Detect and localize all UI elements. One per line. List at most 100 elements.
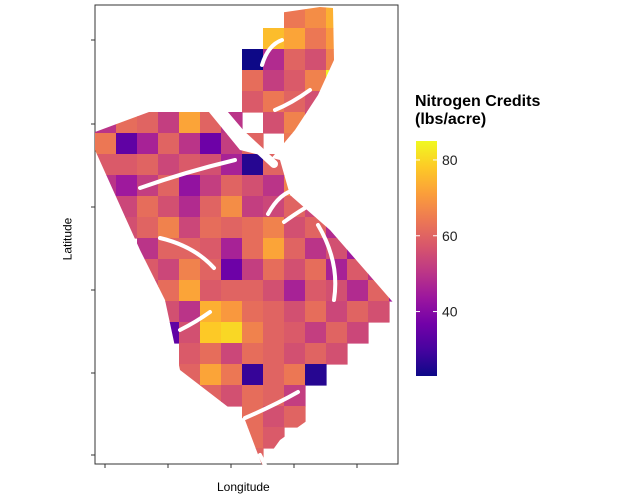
grid-cell [305, 70, 327, 92]
grid-cell [200, 238, 222, 260]
grid-cell [263, 322, 285, 344]
grid-cell [326, 322, 348, 344]
x-axis-title: Longitude [217, 480, 270, 494]
grid-cell [305, 259, 327, 281]
grid-cell [326, 301, 348, 323]
grid-cell [242, 196, 264, 218]
grid-cell [305, 343, 327, 365]
grid-cell [200, 175, 222, 197]
legend-title: Nitrogen Credits [415, 93, 541, 110]
grid-cell [284, 49, 306, 71]
grid-cell [179, 259, 201, 281]
grid-cell [263, 406, 285, 428]
grid-cell [263, 70, 285, 92]
pass-line [266, 188, 298, 216]
pass-line [260, 38, 284, 67]
grid-cell [263, 301, 285, 323]
grid-cell [305, 49, 327, 71]
grid-cell [284, 280, 306, 302]
pass-line [282, 206, 307, 224]
grid-cell [179, 175, 201, 197]
grid-cell [305, 28, 327, 50]
grid-cell [137, 154, 159, 176]
grid-cell [137, 238, 159, 260]
grid-cell [221, 238, 243, 260]
axis-ticks [91, 39, 358, 468]
grid-cell [179, 196, 201, 218]
grid-cell [221, 196, 243, 218]
grid-cell [284, 364, 306, 386]
grid-cell [221, 280, 243, 302]
grid-cell [284, 301, 306, 323]
grid-cell [200, 133, 222, 155]
grid-cell [347, 301, 369, 323]
grid-cell [221, 154, 243, 176]
grid-cell [242, 364, 264, 386]
grid-cell [242, 322, 264, 344]
grid-cell [95, 133, 117, 155]
grid-cell [305, 238, 327, 260]
grid-cell [158, 196, 180, 218]
grid-cell [158, 112, 180, 134]
grid-cell [137, 196, 159, 218]
grid-cell [200, 196, 222, 218]
pass-line [178, 310, 212, 332]
legend-colorbar [416, 141, 437, 376]
grid-cell [179, 112, 201, 134]
legend-tick-label: 60 [442, 228, 458, 244]
grid-cell [200, 322, 222, 344]
grid-cell [284, 238, 306, 260]
grid-cell [179, 217, 201, 239]
grid-cell [263, 280, 285, 302]
legend-ticks: 40 60 80 [416, 152, 458, 320]
grid-cell [179, 133, 201, 155]
grid-cell [200, 364, 222, 386]
grid-cell [242, 385, 264, 407]
grid-cell [263, 343, 285, 365]
grid-cell [305, 7, 327, 29]
pass-line [316, 223, 338, 302]
grid-cell [242, 49, 264, 71]
grid-cell [242, 154, 264, 176]
grid-cell [263, 112, 285, 134]
pass-line [243, 390, 300, 420]
grid-cell [305, 280, 327, 302]
grid-cell [221, 322, 243, 344]
grid-cell [284, 259, 306, 281]
road-stub [258, 453, 267, 467]
grid-cell [284, 70, 306, 92]
legend-tick-label: 80 [442, 152, 458, 168]
grid-cell [116, 133, 138, 155]
grid-cell [284, 28, 306, 50]
road-divider [193, 89, 278, 168]
pass-line [158, 236, 216, 270]
grid-cell [158, 217, 180, 239]
legend-unit: (lbs/acre) [415, 111, 487, 128]
grid-cell [200, 280, 222, 302]
grid-cell [221, 385, 243, 407]
grid-cell [347, 322, 369, 344]
grid-cell [221, 301, 243, 323]
grid-cell [284, 217, 306, 239]
grid-cell [158, 280, 180, 302]
grid-cell [242, 70, 264, 92]
grid-cell [179, 280, 201, 302]
grid-cell [242, 280, 264, 302]
grid-cell [284, 322, 306, 344]
grid-cell [200, 343, 222, 365]
grid-cell [116, 154, 138, 176]
grid-cell [137, 133, 159, 155]
grid-cell [284, 406, 306, 428]
grid-cell [347, 280, 369, 302]
grid-cell [263, 238, 285, 260]
grid-cell [263, 175, 285, 197]
legend-tick-label: 40 [442, 304, 458, 320]
grid-cell [179, 301, 201, 323]
grid-cell [221, 217, 243, 239]
y-axis-title: Latitude [60, 217, 75, 261]
grid-cell [200, 259, 222, 281]
grid-cell [242, 259, 264, 281]
grid-cell [242, 301, 264, 323]
grid-cell [158, 154, 180, 176]
